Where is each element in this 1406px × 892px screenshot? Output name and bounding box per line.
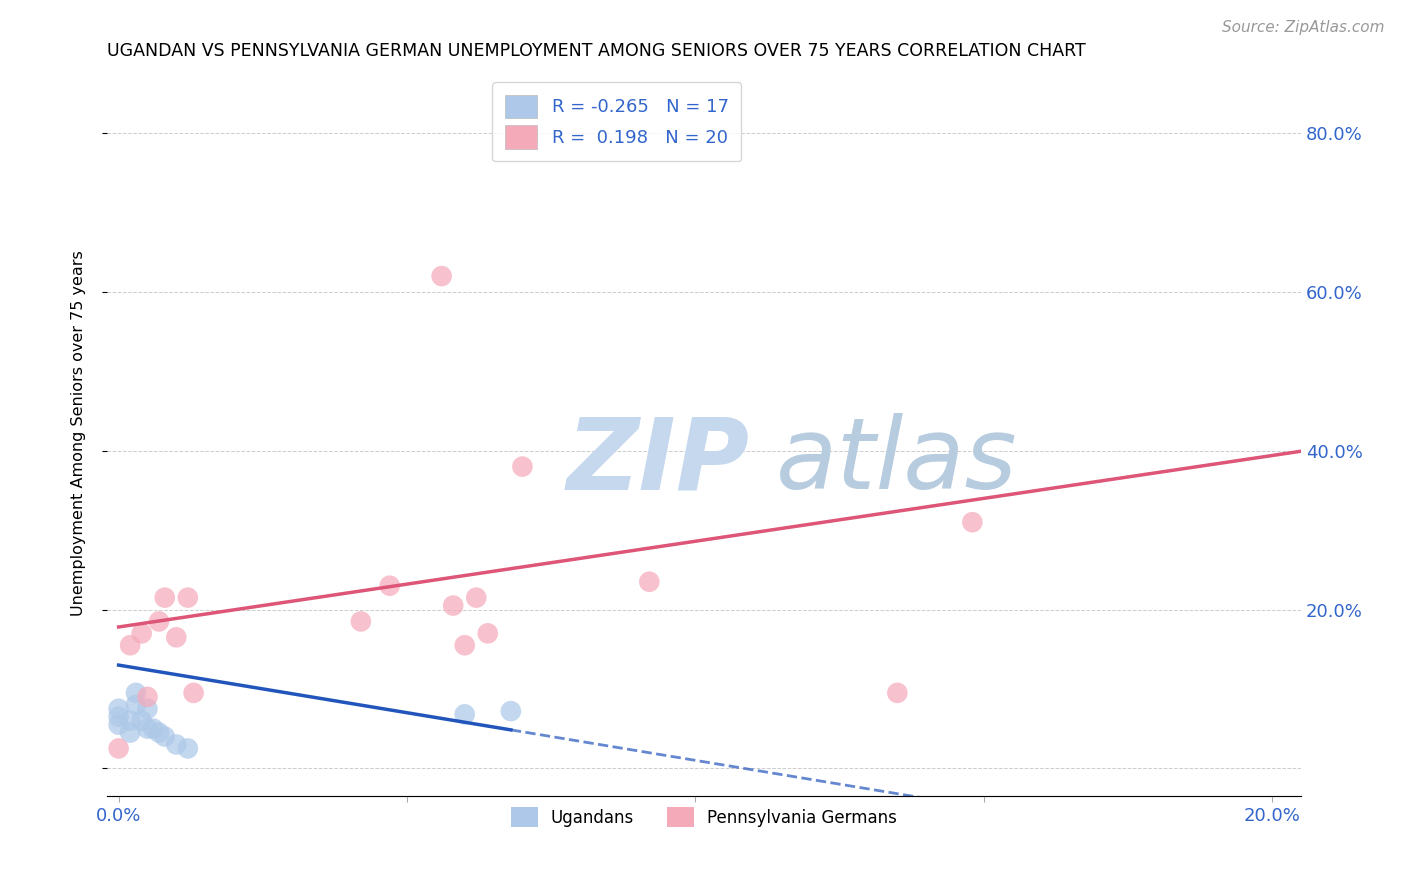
Point (148, 615, 170, 629)
Point (136, 722, 159, 736)
Text: atlas: atlas (776, 413, 1018, 510)
Point (107, 709, 129, 723)
Point (886, 686, 908, 700)
Point (378, 579, 401, 593)
Point (165, 738, 187, 752)
Point (153, 591, 176, 605)
Point (512, 459, 534, 474)
Point (120, 714, 142, 728)
Point (638, 574, 661, 589)
Point (350, 615, 373, 629)
Point (430, 268, 453, 283)
Point (441, 599, 464, 613)
Point (465, 591, 488, 605)
Point (183, 686, 205, 700)
Point (107, 717, 129, 731)
Point (165, 630, 187, 644)
Point (148, 725, 170, 739)
Point (120, 725, 142, 739)
Point (454, 707, 477, 722)
Point (177, 741, 200, 756)
Point (142, 722, 165, 736)
Point (107, 702, 129, 716)
Point (454, 638, 477, 652)
Text: Source: ZipAtlas.com: Source: ZipAtlas.com (1222, 20, 1385, 35)
Point (131, 626, 153, 640)
Point (120, 638, 142, 652)
Text: UGANDAN VS PENNSYLVANIA GERMAN UNEMPLOYMENT AMONG SENIORS OVER 75 YEARS CORRELAT: UGANDAN VS PENNSYLVANIA GERMAN UNEMPLOYM… (107, 42, 1085, 60)
Point (131, 714, 153, 728)
Point (177, 591, 200, 605)
Y-axis label: Unemployment Among Seniors over 75 years: Unemployment Among Seniors over 75 years (72, 250, 86, 615)
Legend: Ugandans, Pennsylvania Germans: Ugandans, Pennsylvania Germans (502, 799, 905, 835)
Point (499, 704, 522, 718)
Point (107, 741, 129, 756)
Point (125, 698, 148, 712)
Text: ZIP: ZIP (567, 413, 749, 510)
Point (136, 702, 159, 716)
Point (153, 730, 176, 744)
Point (136, 690, 159, 704)
Point (125, 686, 148, 700)
Point (477, 626, 499, 640)
Point (962, 515, 984, 529)
